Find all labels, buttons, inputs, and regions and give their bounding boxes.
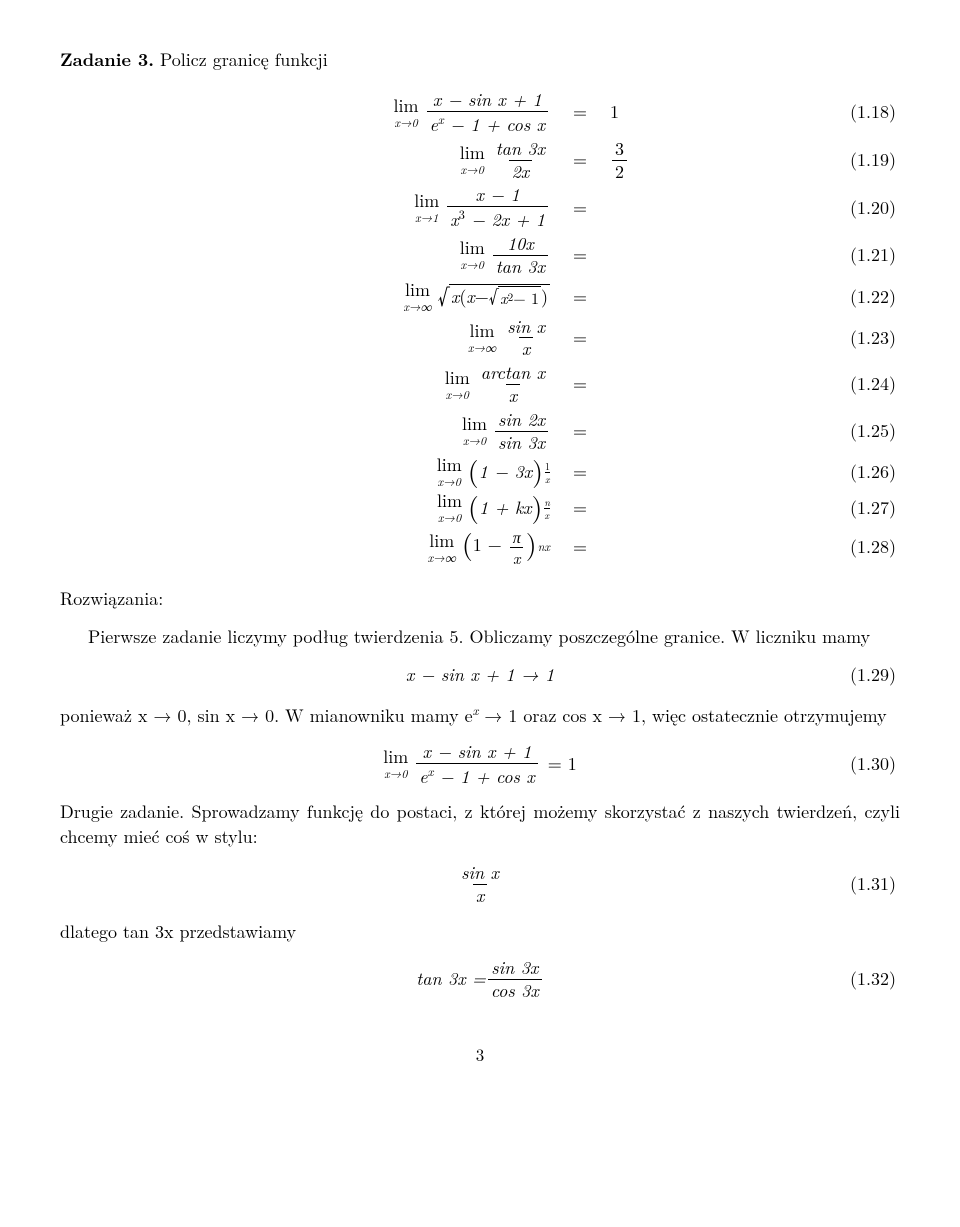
- eq-row-1-20: limx→1 x − 1 x3 − 2x + 1 = (1.20): [60, 185, 900, 230]
- eq-row-1-26: limx→0 (1 − 3x) 1x = (1.26): [60, 456, 900, 488]
- eq-1-32: tan 3x = sin 3x cos 3x (1.32): [60, 958, 900, 1001]
- eq-row-1-28: limx→∞ (1 − π x ) nx = (1.28): [60, 528, 900, 566]
- page-number: 3: [60, 1043, 900, 1066]
- exercise-heading: Zadanie 3. Policz granicę funkcji: [60, 48, 900, 72]
- eq-1-30: limx→0 x − sin x + 1 ex − 1 + cos x = 1 …: [60, 742, 900, 787]
- eq-1-31: sin x x (1.31): [60, 863, 900, 906]
- rozwiazania-label: Rozwiązania:: [60, 587, 900, 611]
- para-2: ponieważ x → 0, sin x → 0. W mianowniku …: [60, 702, 900, 728]
- para-1: Pierwsze zadanie liczymy podług twierdze…: [60, 625, 900, 649]
- sqrt-outer: √ x(x − √ x2 − 1 ): [438, 284, 550, 309]
- eq-row-1-23: limx→∞ sin x x = (1.23): [60, 317, 900, 360]
- para-4: dlatego tan 3x przedstawiamy: [60, 920, 900, 944]
- eq-1-29: x − sin x + 1 → 1 (1.29): [60, 663, 900, 687]
- eq-row-1-21: limx→0 10x tan 3x = (1.21): [60, 234, 900, 277]
- eq-num-1-18: (1.18): [690, 100, 900, 124]
- eq-row-1-22: limx→∞ √ x(x − √ x2 − 1 ) = (1.22): [60, 281, 900, 313]
- equation-block-main: limx→0 x − sin x + 1 ex − 1 + cos x = 1 …: [60, 90, 900, 566]
- heading-rest: Policz granicę funkcji: [154, 47, 328, 72]
- eq-row-1-18: limx→0 x − sin x + 1 ex − 1 + cos x = 1 …: [60, 90, 900, 135]
- eq-row-1-19: limx→0 tan 3x 2x = 3 2 (1.19): [60, 139, 900, 182]
- eq-row-1-27: limx→0 (1 + kx) nx = (1.27): [60, 492, 900, 524]
- frac-1-18: x − sin x + 1 ex − 1 + cos x: [427, 90, 548, 135]
- eq-row-1-25: limx→0 sin 2x sin 3x = (1.25): [60, 410, 900, 453]
- para-3: Drugie zadanie. Sprowadzamy funkcję do p…: [60, 800, 900, 849]
- lim-1-18: limx→0: [394, 97, 419, 129]
- eq-row-1-24: limx→0 arctan x x = (1.24): [60, 363, 900, 406]
- heading-bold: Zadanie 3.: [60, 47, 154, 72]
